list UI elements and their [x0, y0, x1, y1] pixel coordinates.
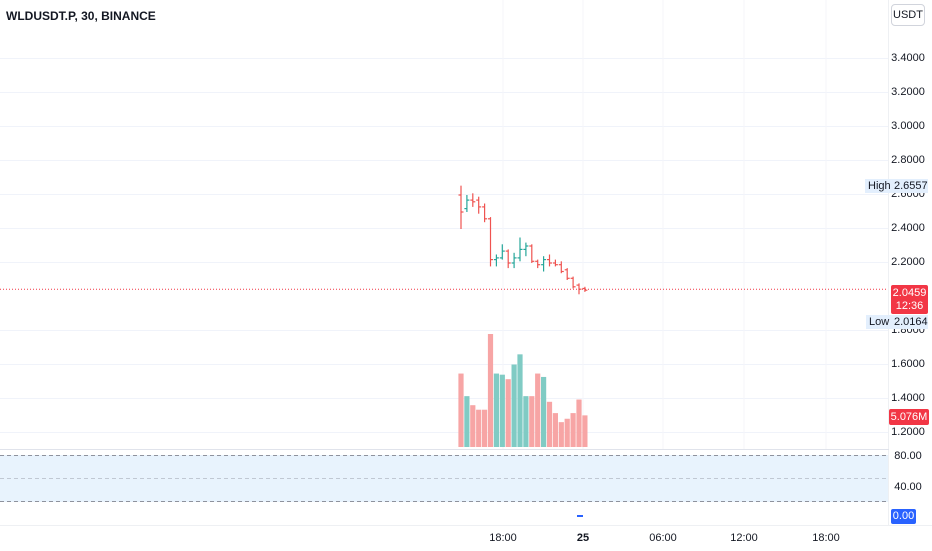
low-label: Low [866, 315, 893, 329]
symbol-title[interactable]: WLDUSDT.P, 30, BINANCE [6, 9, 156, 23]
time-axis-label: 18:00 [812, 532, 840, 544]
price-scale-border [888, 0, 889, 525]
rsi-band [0, 455, 888, 502]
volume-bar [487, 334, 494, 447]
volume-bar [582, 415, 588, 447]
volume-bar [570, 413, 576, 447]
volume-bar [458, 373, 464, 447]
high-label: High [865, 179, 894, 193]
price-scale-label: 3.2000 [891, 86, 925, 98]
time-axis-label: 12:00 [730, 532, 758, 544]
volume-bar [576, 399, 582, 447]
price-scale-label: 3.4000 [891, 52, 925, 64]
volume-value-tag: 5.076M [889, 409, 929, 425]
volume-bar [558, 422, 564, 447]
volume-bar [505, 379, 511, 447]
price-scale-label: 2.8000 [891, 154, 925, 166]
pane-separator[interactable] [0, 449, 889, 450]
time-axis-label: 25 [576, 532, 590, 544]
last-price-value: 2.0459 [892, 287, 927, 299]
price-scale-label: 2.2000 [891, 256, 925, 268]
volume-bar [511, 364, 517, 447]
volume-bar [546, 401, 553, 447]
volume-bar [552, 413, 558, 447]
volume-bar [464, 396, 470, 447]
last-price-tag: 2.0459 12:36 [891, 285, 928, 314]
countdown-timer: 12:36 [895, 300, 924, 312]
price-scale-label: 1.6000 [891, 358, 925, 370]
time-axis-label: 06:00 [649, 532, 677, 544]
price-scale-label: 1.2000 [891, 426, 925, 438]
high-value: 2.6557 [891, 179, 928, 193]
volume-bar [529, 396, 535, 447]
volume-bar [517, 354, 523, 447]
volume-bar [541, 376, 547, 447]
volume-bar [523, 396, 529, 447]
time-axis[interactable] [0, 525, 932, 551]
volume-bar [470, 405, 476, 447]
price-scale-label: 1.4000 [891, 392, 925, 404]
rsi-label-40: 40.00 [894, 481, 922, 493]
volume-bar [476, 409, 482, 447]
volume-bar [482, 409, 488, 447]
rsi-value-tag: 0.00 [891, 509, 916, 524]
price-scale-label: 2.4000 [891, 222, 925, 234]
low-value: 2.0164 [891, 315, 928, 329]
volume-bar [535, 373, 541, 447]
currency-button[interactable]: USDT [891, 4, 925, 26]
time-axis-label: 18:00 [489, 532, 517, 544]
volume-bar [499, 374, 505, 447]
volume-bar [493, 373, 499, 447]
volume-bar [564, 418, 570, 447]
rsi-label-80: 80.00 [894, 450, 922, 462]
price-scale-label: 3.0000 [891, 120, 925, 132]
